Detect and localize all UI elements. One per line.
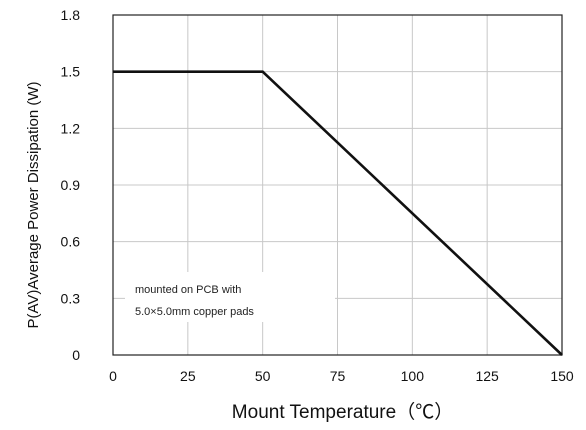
y-tick-label-2: 0.6: [61, 234, 81, 250]
x-tick-label-3: 75: [330, 368, 346, 384]
annotation-box: [125, 272, 335, 322]
annotation: mounted on PCB with 5.0×5.0mm copper pad…: [135, 284, 254, 318]
annotation-line-2: 5.0×5.0mm copper pads: [135, 306, 254, 318]
x-tick-label-6: 150: [550, 368, 574, 384]
x-axis-title: Mount Temperature（℃）: [232, 401, 453, 423]
y-tick-label-1: 0.3: [61, 290, 81, 306]
annotation-line-1: mounted on PCB with: [135, 284, 241, 296]
x-tick-label-1: 25: [180, 368, 196, 384]
y-tick-label-3: 0.9: [61, 177, 81, 193]
y-tick-label-6: 1.8: [61, 7, 81, 23]
x-tick-label-0: 0: [109, 368, 117, 384]
x-tick-label-2: 50: [255, 368, 271, 384]
x-tick-label-5: 125: [475, 368, 499, 384]
x-tick-labels: 0 25 50 75 100 125 150: [109, 368, 574, 384]
y-tick-label-5: 1.5: [61, 64, 81, 80]
y-tick-label-0: 0: [72, 347, 80, 363]
y-axis-title: P(AV)Average Power Dissipation (W): [25, 81, 42, 328]
y-tick-labels: 0 0.3 0.6 0.9 1.2 1.5 1.8: [61, 7, 81, 363]
series-layer: [113, 70, 563, 356]
x-tick-label-4: 100: [401, 368, 425, 384]
series-line-0: [113, 70, 563, 356]
y-tick-label-4: 1.2: [61, 120, 81, 136]
plot-frame: [112, 14, 563, 356]
